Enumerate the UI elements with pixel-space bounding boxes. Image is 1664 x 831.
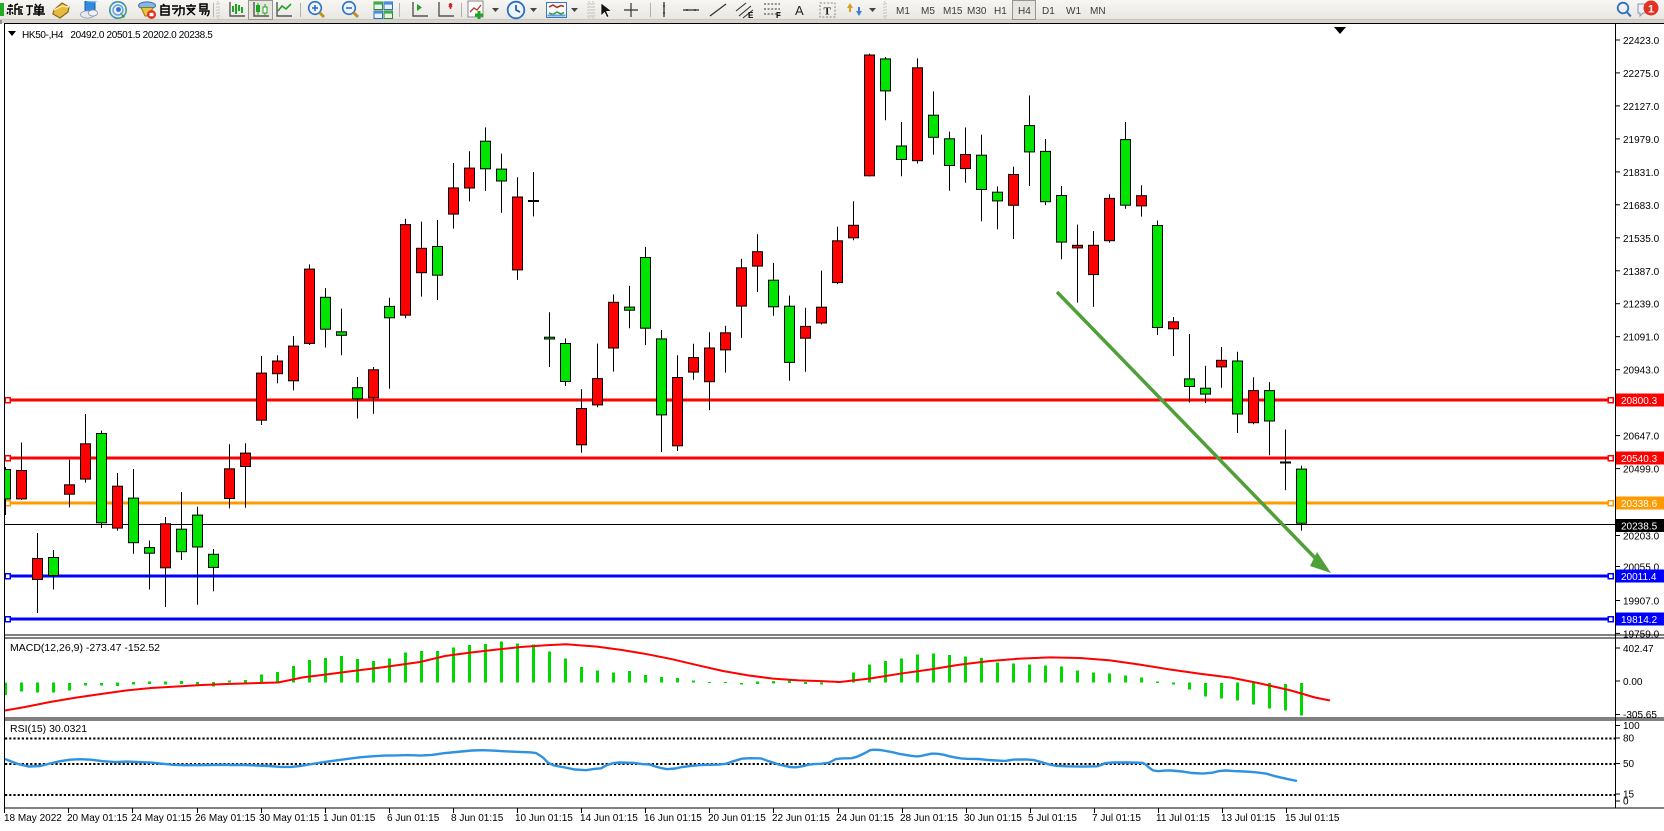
svg-text:0.00: 0.00 [1623,677,1643,688]
svg-text:MACD(12,26,9) -273.47 -152.52: MACD(12,26,9) -273.47 -152.52 [10,642,160,654]
svg-text:1 Jun 01:15: 1 Jun 01:15 [323,813,376,824]
svg-text:20055.0: 20055.0 [1623,563,1660,574]
svg-text:21091.0: 21091.0 [1623,333,1660,344]
svg-text:50: 50 [1623,759,1635,770]
svg-text:24 May 01:15: 24 May 01:15 [131,813,192,824]
svg-text:21387.0: 21387.0 [1623,267,1660,278]
svg-text:19814.2: 19814.2 [1621,615,1658,626]
svg-text:80: 80 [1623,734,1635,745]
svg-text:19907.0: 19907.0 [1623,597,1660,608]
svg-text:A: A [795,3,804,18]
svg-text:20203.0: 20203.0 [1623,532,1660,543]
svg-text:100: 100 [1623,721,1640,732]
svg-text:-305.65: -305.65 [1623,710,1657,721]
svg-text:21239.0: 21239.0 [1623,300,1660,311]
svg-text:T: T [824,6,832,18]
svg-text:21535.0: 21535.0 [1623,234,1660,245]
svg-text:20800.3: 20800.3 [1621,396,1658,407]
svg-text:21683.0: 21683.0 [1623,201,1660,212]
svg-text:20338.6: 20338.6 [1621,499,1658,510]
svg-text:22423.0: 22423.0 [1623,36,1660,47]
svg-text:22127.0: 22127.0 [1623,102,1660,113]
svg-text:16 Jun 01:15: 16 Jun 01:15 [644,813,702,824]
svg-text:M1: M1 [896,6,910,17]
svg-text:M5: M5 [921,6,935,17]
svg-text:20943.0: 20943.0 [1623,366,1660,377]
svg-text:M30: M30 [967,6,987,17]
svg-text:1: 1 [1648,4,1654,16]
svg-text:W1: W1 [1066,6,1081,17]
svg-text:30 Jun 01:15: 30 Jun 01:15 [964,813,1022,824]
svg-text:15 Jul 01:15: 15 Jul 01:15 [1285,813,1340,824]
svg-text:20238.5: 20238.5 [1621,522,1658,533]
svg-text:F: F [776,11,781,20]
svg-text:20011.4: 20011.4 [1621,572,1657,583]
svg-text:8 Jun 01:15: 8 Jun 01:15 [451,813,504,824]
svg-text:7 Jul 01:15: 7 Jul 01:15 [1092,813,1141,824]
svg-text:5 Jul 01:15: 5 Jul 01:15 [1028,813,1077,824]
svg-text:10 Jun 01:15: 10 Jun 01:15 [515,813,573,824]
svg-text:402.47: 402.47 [1623,644,1654,655]
svg-text:20647.0: 20647.0 [1623,432,1660,443]
svg-text:28 Jun 01:15: 28 Jun 01:15 [900,813,958,824]
svg-text:M15: M15 [943,6,963,17]
svg-text:H1: H1 [994,6,1007,17]
svg-text:22275.0: 22275.0 [1623,69,1660,80]
svg-text:11 Jul 01:15: 11 Jul 01:15 [1156,813,1210,824]
svg-text:24 Jun 01:15: 24 Jun 01:15 [836,813,894,824]
svg-text:20540.3: 20540.3 [1621,454,1658,465]
svg-text:18 May 2022: 18 May 2022 [4,813,62,824]
svg-text:14 Jun 01:15: 14 Jun 01:15 [580,813,638,824]
svg-text:15: 15 [1623,790,1635,801]
svg-text:13 Jul 01:15: 13 Jul 01:15 [1221,813,1276,824]
svg-text:D1: D1 [1042,6,1055,17]
svg-text:0: 0 [1623,797,1629,808]
svg-text:20 May 01:15: 20 May 01:15 [67,813,128,824]
svg-text:26 May 01:15: 26 May 01:15 [195,813,256,824]
svg-text:20 Jun 01:15: 20 Jun 01:15 [708,813,766,824]
svg-text:21831.0: 21831.0 [1623,168,1660,179]
svg-text:30 May 01:15: 30 May 01:15 [259,813,320,824]
svg-text:H4: H4 [1018,6,1031,17]
svg-text:21979.0: 21979.0 [1623,135,1660,146]
svg-text:20499.0: 20499.0 [1623,465,1660,476]
svg-text:RSI(15) 30.0321: RSI(15) 30.0321 [10,723,87,735]
svg-text:6 Jun 01:15: 6 Jun 01:15 [387,813,440,824]
svg-text:MN: MN [1090,6,1106,17]
svg-text:HK50-,H4 20492.0 20501.5 202: HK50-,H4 20492.0 20501.5 20202.0 20238.5 [22,30,213,41]
svg-text:19759.0: 19759.0 [1623,629,1660,640]
svg-text:22 Jun 01:15: 22 Jun 01:15 [772,813,830,824]
svg-text:E: E [748,11,754,20]
